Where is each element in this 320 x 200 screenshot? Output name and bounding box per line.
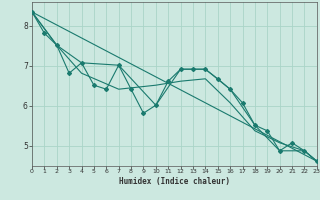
X-axis label: Humidex (Indice chaleur): Humidex (Indice chaleur) xyxy=(119,177,230,186)
